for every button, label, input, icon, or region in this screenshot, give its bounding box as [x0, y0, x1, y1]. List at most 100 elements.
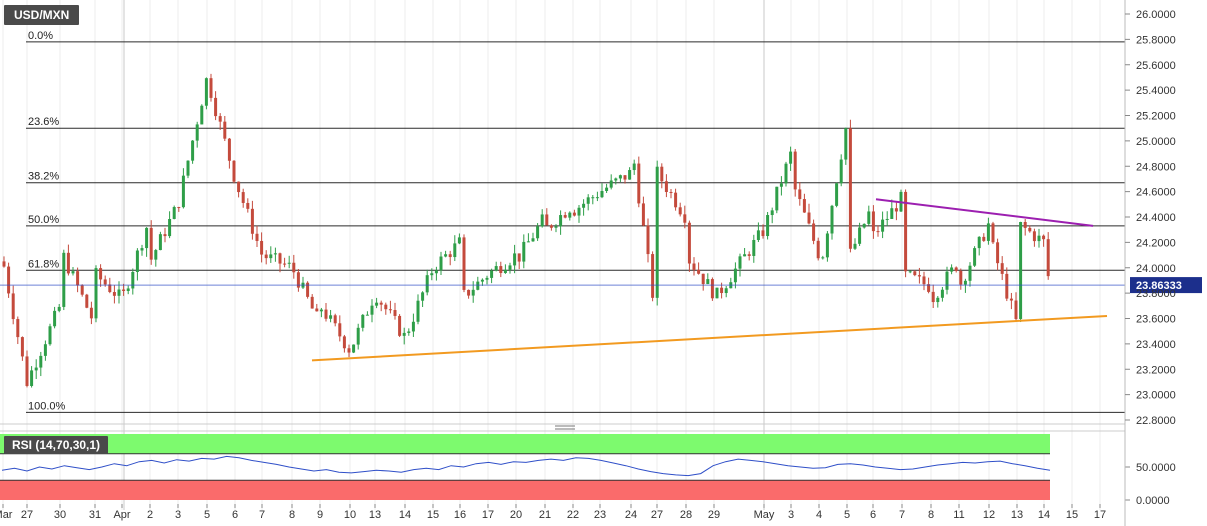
candle-body	[241, 192, 245, 203]
candle-body	[779, 183, 783, 187]
candle-body	[112, 292, 116, 296]
candle-body	[710, 279, 714, 299]
candle-body	[467, 289, 471, 296]
candle-body	[85, 294, 89, 308]
candle-body	[959, 270, 963, 285]
time-tick-label: 15	[1066, 509, 1078, 521]
candle-body	[168, 218, 172, 237]
candle-body	[784, 163, 788, 184]
price-tick-label: 26.0000	[1136, 9, 1176, 21]
candle-body	[609, 180, 613, 188]
candle-body	[1042, 235, 1046, 240]
candle-body	[977, 236, 981, 249]
candle-body	[825, 233, 829, 258]
candle-body	[793, 151, 797, 190]
time-tick-label: 23	[594, 509, 606, 521]
candle-body	[830, 205, 834, 234]
candle-body	[448, 254, 452, 258]
candle-body	[218, 116, 222, 122]
candle-body	[393, 310, 397, 316]
candle-body	[637, 163, 641, 204]
candle-body	[775, 186, 779, 211]
candle-body	[269, 254, 273, 259]
candle-body	[628, 170, 632, 180]
time-tick-label: 6	[232, 509, 238, 521]
candle-body	[646, 225, 650, 255]
candle-body	[186, 160, 190, 176]
candle-body	[476, 281, 480, 290]
candle-body	[669, 192, 673, 194]
candle-body	[126, 288, 130, 291]
candle-body	[255, 233, 259, 241]
candle-body	[821, 257, 825, 259]
time-tick-label: 20	[510, 509, 522, 521]
fibonacci-levels: 0.0% 23.6% 38.2% 50.0% 61.8% 100.0%	[26, 30, 1125, 413]
rsi-oversold-zone	[0, 480, 1050, 500]
candle-body	[508, 265, 512, 270]
price-tick-label: 25.4000	[1136, 85, 1176, 97]
candle-body	[720, 287, 724, 294]
candle-body	[388, 309, 392, 311]
candle-body	[881, 219, 885, 232]
price-tick-label: 23.4000	[1136, 339, 1176, 351]
price-tick-label: 25.6000	[1136, 60, 1176, 72]
last-price-box	[1130, 277, 1202, 294]
candle-body	[347, 348, 351, 353]
candle-body	[319, 309, 323, 312]
candle-body	[499, 266, 503, 274]
candle-body	[329, 315, 333, 319]
candle-body	[536, 226, 540, 239]
rsi-line	[1, 455, 1051, 477]
price-tick-label: 25.2000	[1136, 111, 1176, 123]
time-tick-label: 7	[259, 509, 265, 521]
candle-body	[434, 270, 438, 274]
price-tick-label: 24.8000	[1136, 161, 1176, 173]
candle-body	[651, 254, 655, 298]
candle-body	[890, 208, 894, 219]
rsi-panel: 50.0000 0.0000	[0, 434, 1176, 507]
candle-body	[913, 271, 917, 276]
candle-body	[402, 332, 406, 336]
candle-body	[16, 319, 20, 338]
candle-body	[517, 253, 521, 262]
candle-body	[181, 175, 185, 208]
time-tick-label: 28	[680, 509, 692, 521]
candle-body	[908, 271, 912, 273]
candle-body	[453, 243, 457, 258]
candle-body	[747, 254, 751, 256]
candle-body	[370, 305, 374, 315]
candle-body	[149, 227, 153, 260]
time-tick-label: 17	[482, 509, 494, 521]
time-tick-label: 14	[399, 509, 411, 521]
candlesticks	[2, 73, 1050, 388]
price-tick-label: 24.0000	[1136, 263, 1176, 275]
candle-body	[158, 234, 162, 251]
candle-body	[131, 271, 135, 289]
candle-body	[660, 166, 664, 182]
symbol-badge: USD/MXN	[4, 5, 80, 25]
candle-body	[462, 237, 466, 290]
candle-body	[260, 240, 264, 255]
time-tick-label: May	[754, 509, 775, 521]
time-tick-label: 10	[344, 509, 356, 521]
candle-body	[7, 266, 11, 294]
candle-body	[490, 270, 494, 278]
time-tick-label: Apr	[113, 509, 130, 521]
candle-body	[1046, 239, 1050, 277]
candle-body	[582, 203, 586, 208]
candle-body	[586, 197, 590, 204]
candle-body	[931, 291, 935, 303]
candle-body	[1023, 222, 1027, 228]
time-tick-label: 12	[983, 509, 995, 521]
candle-body	[421, 292, 425, 301]
candle-body	[214, 97, 218, 117]
candle-body	[80, 285, 84, 295]
candle-body	[858, 227, 862, 244]
candle-body	[76, 271, 80, 286]
candle-body	[411, 321, 415, 332]
candle-body	[756, 230, 760, 240]
candle-body	[356, 327, 360, 345]
pane-splitter-handle[interactable]	[555, 425, 575, 430]
candle-body	[1032, 231, 1036, 242]
